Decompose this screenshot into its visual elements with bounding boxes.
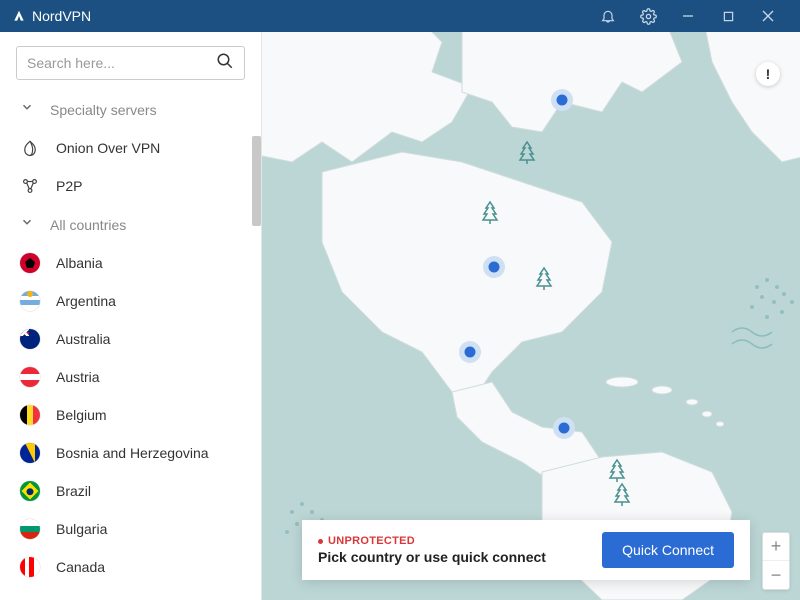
flag-icon	[20, 557, 40, 577]
app-logo: NordVPN	[12, 8, 91, 24]
zoom-out-button[interactable]: −	[763, 561, 789, 589]
status-prompt: Pick country or use quick connect	[318, 549, 546, 565]
all-countries-header[interactable]: All countries	[0, 205, 261, 244]
onion-icon	[20, 138, 40, 158]
sidebar-item-belgium[interactable]: Belgium	[0, 396, 261, 434]
chevron-down-icon	[20, 215, 34, 234]
sidebar-item-bulgaria[interactable]: Bulgaria	[0, 510, 261, 548]
status-badge: UNPROTECTED	[318, 535, 546, 547]
sidebar-item-australia[interactable]: Australia	[0, 320, 261, 358]
close-button[interactable]	[748, 0, 788, 32]
server-list[interactable]: Specialty servers Onion Over VPN P2P All…	[0, 90, 261, 600]
all-countries-label: All countries	[50, 217, 126, 233]
sidebar: Specialty servers Onion Over VPN P2P All…	[0, 32, 262, 600]
sidebar-item-label: Albania	[56, 255, 103, 271]
flag-icon	[20, 291, 40, 311]
p2p-icon	[20, 176, 40, 196]
sidebar-item-label: Australia	[56, 331, 110, 347]
sidebar-item-label: Bosnia and Herzegovina	[56, 445, 209, 461]
status-panel: UNPROTECTED Pick country or use quick co…	[302, 520, 750, 580]
sidebar-item-label: Bulgaria	[56, 521, 107, 537]
app-title: NordVPN	[32, 8, 91, 24]
sidebar-item-argentina[interactable]: Argentina	[0, 282, 261, 320]
scrollbar[interactable]	[252, 136, 261, 226]
settings-icon[interactable]	[628, 0, 668, 32]
sidebar-item-label: Onion Over VPN	[56, 140, 160, 156]
sidebar-item-label: Austria	[56, 369, 100, 385]
flag-icon	[20, 405, 40, 425]
sidebar-item-label: P2P	[56, 178, 82, 194]
sidebar-item-label: Belgium	[56, 407, 107, 423]
sidebar-item-austria[interactable]: Austria	[0, 358, 261, 396]
world-map	[262, 32, 800, 600]
sidebar-item-label: Canada	[56, 559, 105, 575]
sidebar-item-brazil[interactable]: Brazil	[0, 472, 261, 510]
notifications-icon[interactable]	[588, 0, 628, 32]
sidebar-item-albania[interactable]: Albania	[0, 244, 261, 282]
flag-icon	[20, 443, 40, 463]
sidebar-item-onion[interactable]: Onion Over VPN	[0, 129, 261, 167]
sidebar-item-label: Argentina	[56, 293, 116, 309]
specialty-servers-label: Specialty servers	[50, 102, 157, 118]
sidebar-item-canada[interactable]: Canada	[0, 548, 261, 586]
search-icon	[216, 52, 234, 75]
flag-icon	[20, 519, 40, 539]
quick-connect-button[interactable]: Quick Connect	[602, 532, 734, 568]
flag-icon	[20, 367, 40, 387]
search-input[interactable]	[27, 55, 216, 71]
search-input-wrap[interactable]	[16, 46, 245, 80]
nordvpn-logo-icon	[12, 9, 26, 23]
alert-badge[interactable]: !	[756, 62, 780, 86]
chevron-down-icon	[20, 100, 34, 119]
flag-icon	[20, 329, 40, 349]
zoom-controls: + −	[762, 532, 790, 590]
flag-icon	[20, 253, 40, 273]
minimize-button[interactable]	[668, 0, 708, 32]
titlebar: NordVPN	[0, 0, 800, 32]
specialty-servers-header[interactable]: Specialty servers	[0, 90, 261, 129]
sidebar-item-label: Brazil	[56, 483, 91, 499]
sidebar-item-bosnia[interactable]: Bosnia and Herzegovina	[0, 434, 261, 472]
map-view[interactable]: ! UNPROTECTED Pick country or use quick …	[262, 32, 800, 600]
flag-icon	[20, 481, 40, 501]
sidebar-item-p2p[interactable]: P2P	[0, 167, 261, 205]
maximize-button[interactable]	[708, 0, 748, 32]
zoom-in-button[interactable]: +	[763, 533, 789, 561]
